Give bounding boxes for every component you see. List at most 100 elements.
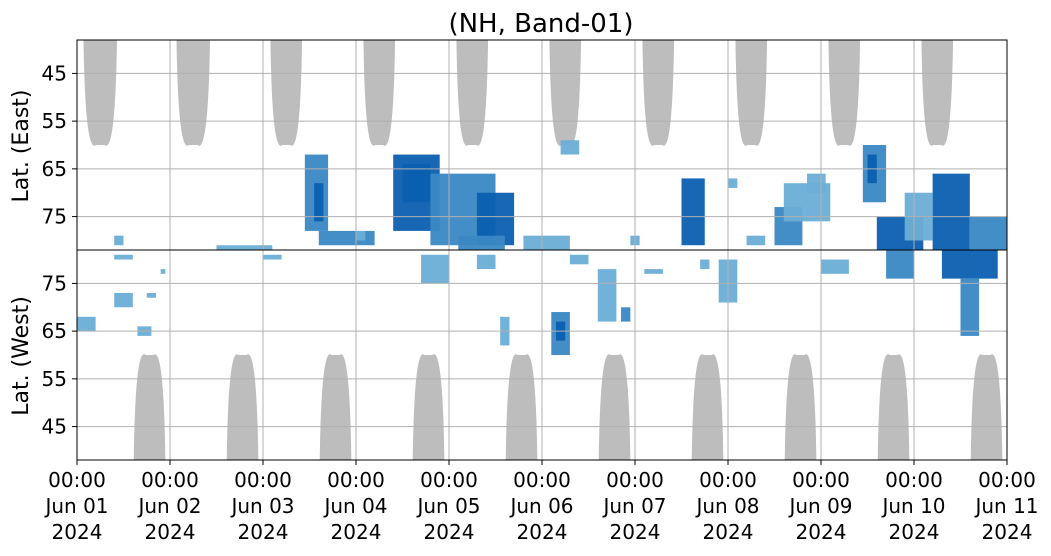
activity-patch-10 <box>314 183 324 222</box>
shade-west-0 <box>133 354 166 460</box>
activity-patch-6 <box>160 269 166 274</box>
x-tick-line: 00:00 <box>978 468 1036 492</box>
x-tick-line: Jun 05 <box>415 494 480 518</box>
activity-patch-21 <box>523 235 570 250</box>
x-tick-label-2: 00:00 Jun 03 2024 <box>229 468 294 544</box>
activity-patch-3 <box>114 292 133 308</box>
x-tick-line: 00:00 <box>141 468 199 492</box>
activity-patch-24 <box>569 254 589 265</box>
x-tick-line: 00:00 <box>48 468 106 492</box>
x-tick-line: Jun 04 <box>322 494 387 518</box>
shade-east-6 <box>642 40 675 146</box>
x-tick-label-7: 00:00 Jun 08 2024 <box>694 468 759 544</box>
shade-west-6 <box>691 354 724 460</box>
chart-title: (NH, Band-01) <box>448 9 633 39</box>
activity-patch-11 <box>318 230 375 246</box>
shade-east-5 <box>549 40 582 146</box>
shade-east-3 <box>363 40 396 146</box>
x-tick-line: 2024 <box>517 520 568 544</box>
activity-patch-8 <box>263 254 282 260</box>
activity-patch-43 <box>932 173 970 250</box>
activity-patch-12 <box>356 230 366 241</box>
x-tick-label-8: 00:00 Jun 09 2024 <box>787 468 852 544</box>
x-tick-label-9: 00:00 Jun 10 2024 <box>880 468 945 544</box>
activity-patch-26 <box>597 269 617 322</box>
activity-patch-2 <box>114 254 133 260</box>
shade-west-7 <box>784 354 817 460</box>
x-tick-line: 2024 <box>703 520 754 544</box>
activity-patch-18 <box>421 254 449 284</box>
activity-patch-1 <box>114 235 124 246</box>
x-tick-label-6: 00:00 Jun 07 2024 <box>601 468 666 544</box>
activity-patches <box>77 140 1007 355</box>
shade-east-0 <box>83 40 117 146</box>
activity-patch-42 <box>886 250 914 279</box>
y-tick-west-2: 55 <box>42 367 67 391</box>
activity-patch-44 <box>969 216 1007 250</box>
shade-east-2 <box>270 40 303 146</box>
x-tick-line: 2024 <box>424 520 475 544</box>
shade-east-1 <box>176 40 210 146</box>
x-tick-line: 2024 <box>238 520 289 544</box>
y-tick-east-0: 45 <box>42 61 67 85</box>
activity-patch-29 <box>644 269 663 274</box>
shade-west-9 <box>970 354 1003 460</box>
shade-west-1 <box>226 354 259 460</box>
x-tick-line: 00:00 <box>234 468 292 492</box>
activity-patch-34 <box>746 235 766 246</box>
x-tick-line: Jun 09 <box>787 494 852 518</box>
x-tick-line: Jun 07 <box>601 494 666 518</box>
activity-patch-37 <box>807 173 826 193</box>
x-tick-line: Jun 06 <box>508 494 573 518</box>
x-tick-line: 2024 <box>610 520 661 544</box>
y-tick-west-1: 65 <box>42 319 67 343</box>
x-tick-line: 2024 <box>145 520 196 544</box>
x-tick-line: Jun 10 <box>880 494 945 518</box>
shade-west-4 <box>505 354 538 460</box>
x-tick-line: Jun 08 <box>694 494 759 518</box>
y-tick-west-3: 45 <box>42 415 67 439</box>
x-tick-line: 2024 <box>982 520 1033 544</box>
shade-east-7 <box>735 40 768 146</box>
x-tick-line: Jun 11 <box>973 494 1038 518</box>
y-tick-west-0: 75 <box>42 271 67 295</box>
x-tick-line: 00:00 <box>327 468 385 492</box>
y-tick-east-3: 75 <box>42 205 67 229</box>
y-axis-ticks: 45 55 65 75 75 65 55 45 <box>42 61 77 439</box>
x-tick-line: 00:00 <box>699 468 757 492</box>
activity-patch-5 <box>146 292 157 298</box>
x-tick-line: 2024 <box>331 520 382 544</box>
x-tick-line: 00:00 <box>606 468 664 492</box>
activity-patch-14 <box>402 164 431 203</box>
shade-east-4 <box>456 40 489 146</box>
y-axis-label-east: Lat. (East) <box>9 90 34 203</box>
shade-west-2 <box>319 354 352 460</box>
shade-west-3 <box>412 354 445 460</box>
y-tick-east-2: 65 <box>42 157 67 181</box>
activity-patch-17 <box>458 235 505 250</box>
x-tick-line: 00:00 <box>420 468 478 492</box>
x-tick-label-0: 00:00 Jun 01 2024 <box>43 468 108 544</box>
x-tick-label-3: 00:00 Jun 04 2024 <box>322 468 387 544</box>
shade-west-5 <box>598 354 631 460</box>
x-tick-label-5: 00:00 Jun 06 2024 <box>508 468 573 544</box>
x-tick-line: 00:00 <box>885 468 943 492</box>
x-tick-label-10: 00:00 Jun 11 2024 <box>973 468 1038 544</box>
x-tick-line: 2024 <box>52 520 103 544</box>
activity-patch-25 <box>560 140 580 155</box>
activity-patch-38 <box>821 259 849 274</box>
activity-patch-30 <box>681 178 705 246</box>
activity-patch-31 <box>700 259 710 270</box>
activity-patch-19 <box>476 254 496 270</box>
x-tick-line: 00:00 <box>792 468 850 492</box>
x-tick-label-1: 00:00 Jun 02 2024 <box>136 468 201 544</box>
x-tick-line: Jun 03 <box>229 494 294 518</box>
x-tick-line: 2024 <box>796 520 847 544</box>
shaded-regions <box>83 40 1003 460</box>
shade-west-8 <box>877 354 910 460</box>
x-tick-line: 2024 <box>889 520 940 544</box>
shade-east-8 <box>828 40 861 146</box>
x-tick-line: Jun 01 <box>43 494 108 518</box>
